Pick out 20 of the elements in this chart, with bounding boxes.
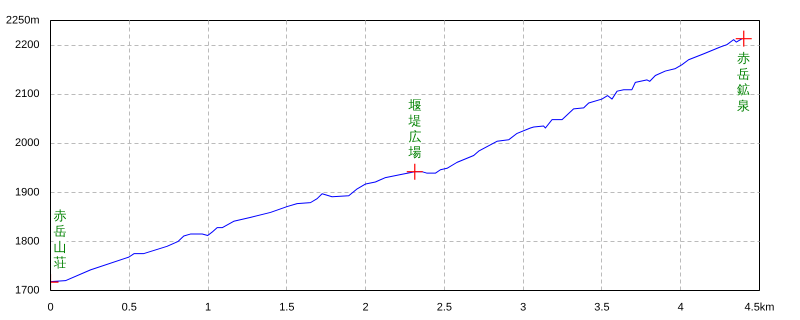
y-tick-label: 1700 <box>15 284 40 296</box>
y-tick-label: 1800 <box>15 235 40 248</box>
x-tick-label: 1 <box>204 302 212 314</box>
y-tick-label: 2000 <box>15 137 40 150</box>
y-tick-label: 2200 <box>15 39 40 52</box>
x-tick-label: 2 <box>362 302 369 314</box>
y-tick-label: 2250m <box>6 14 40 26</box>
x-tick-label: 0.5 <box>122 302 137 314</box>
annotation: 赤岳山荘 <box>54 208 66 270</box>
annotation: 赤岳鉱泉 <box>737 50 750 113</box>
x-tick-label: 2.5 <box>436 302 452 314</box>
x-tick-label: 0 <box>47 302 54 314</box>
x-tick-label: 4.5km <box>744 302 774 314</box>
y-tick-label: 2100 <box>15 88 40 100</box>
annotation: 堰堤広場 <box>407 97 422 160</box>
x-tick-label: 3.5 <box>594 302 610 314</box>
x-tick-label: 4 <box>678 302 684 314</box>
x-tick-label: 3 <box>520 302 526 314</box>
x-tick-label: 1.5 <box>279 302 294 314</box>
y-tick-label: 1900 <box>15 186 40 198</box>
